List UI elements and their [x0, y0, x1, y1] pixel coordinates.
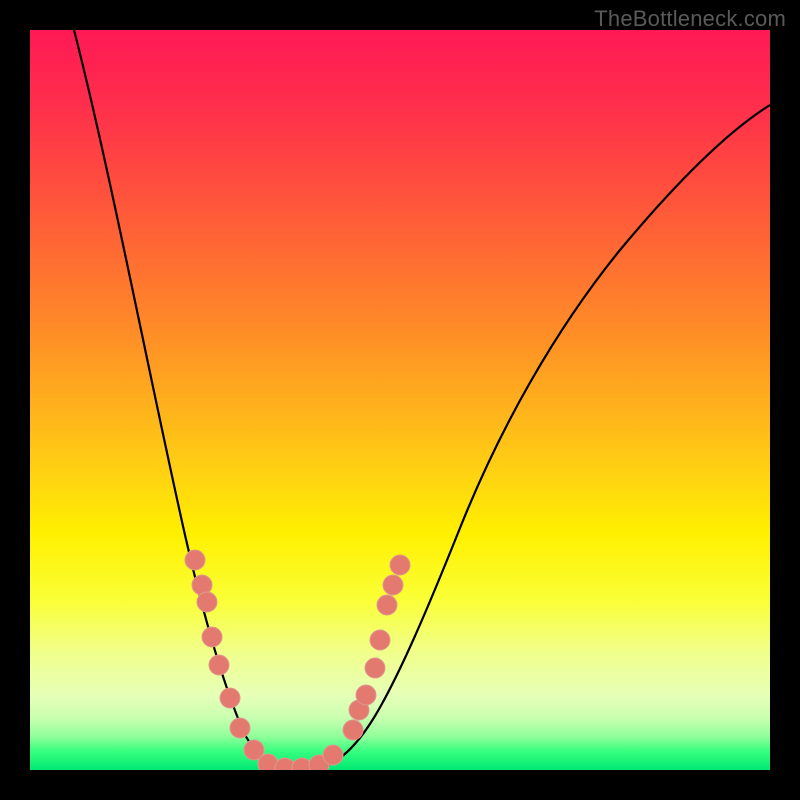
data-marker: [185, 550, 205, 570]
gradient-background: [30, 30, 770, 770]
data-marker: [390, 555, 410, 575]
data-marker: [383, 575, 403, 595]
data-marker: [209, 655, 229, 675]
data-marker: [323, 745, 343, 765]
data-marker: [356, 685, 376, 705]
data-marker: [370, 630, 390, 650]
bottleneck-chart: [30, 30, 770, 770]
data-marker: [230, 718, 250, 738]
data-marker: [377, 595, 397, 615]
data-marker: [202, 627, 222, 647]
chart-frame: TheBottleneck.com: [0, 0, 800, 800]
watermark-text: TheBottleneck.com: [594, 6, 786, 32]
data-marker: [220, 688, 240, 708]
data-marker: [197, 592, 217, 612]
data-marker: [343, 720, 363, 740]
data-marker: [365, 658, 385, 678]
